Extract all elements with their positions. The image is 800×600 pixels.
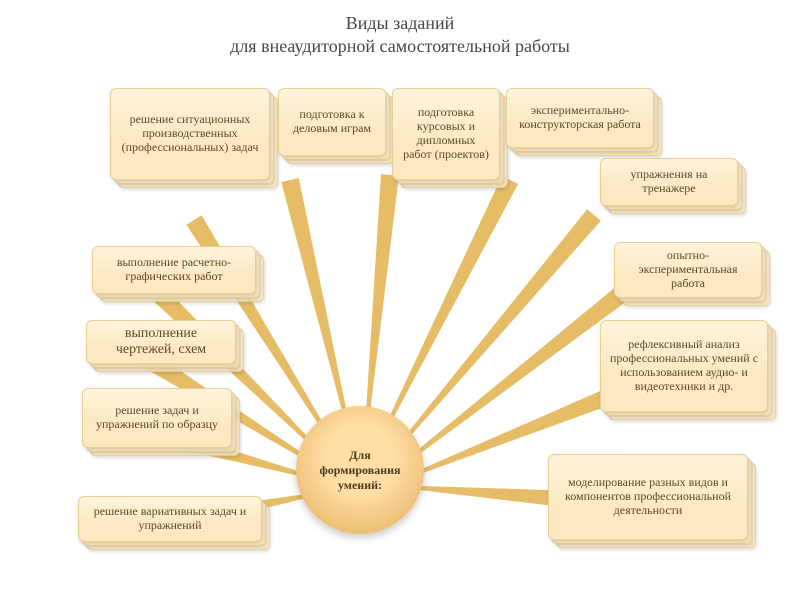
node-label: выполнение чертежей, схем [95, 326, 227, 358]
connector-arrow [366, 174, 399, 412]
n-coursework: подготовка курсовых и дипломных работ (п… [392, 88, 500, 180]
n-drawings: выполнение чертежей, схем [86, 320, 236, 364]
n-variative: решение вариативных задач и упражнений [78, 496, 262, 542]
node-label: подготовка курсовых и дипломных работ (п… [401, 106, 491, 161]
node-label: подготовка к деловым играм [287, 108, 377, 136]
n-situational: решение ситуационных производственных (п… [110, 88, 270, 180]
page-title: Виды заданий для внеаудиторной самостоят… [230, 12, 570, 57]
node-label: упражнения на тренажере [609, 168, 729, 196]
n-modelling: моделирование разных видов и компонентов… [548, 454, 748, 540]
node-label: решение вариативных задач и упражнений [87, 505, 253, 533]
n-reflexive: рефлексивный анализ профессиональных уме… [600, 320, 768, 412]
node-label: решение ситуационных производственных (п… [119, 113, 261, 154]
central-hub: Для формирования умений: [296, 406, 424, 534]
title-line-1: Виды заданий [230, 12, 570, 35]
node-label: экспериментально-конструкторская работа [515, 104, 645, 132]
node-label: решение задач и упражнений по образцу [91, 404, 223, 432]
hub-label-2: формирования [319, 463, 400, 478]
node-label: опытно-экспериментальная работа [623, 249, 753, 290]
hub-label-3: умений: [319, 478, 400, 493]
hub-label-1: Для [319, 448, 400, 463]
n-sample-tasks: решение задач и упражнений по образцу [82, 388, 232, 448]
node-label: выполнение расчетно-графических работ [101, 256, 247, 284]
connector-arrow [281, 178, 348, 419]
connector-arrow [415, 288, 626, 456]
n-business-games: подготовка к деловым играм [278, 88, 386, 156]
n-graphics: выполнение расчетно-графических работ [92, 246, 256, 294]
n-simulator: упражнения на тренажере [600, 158, 738, 206]
node-label: моделирование разных видов и компонентов… [557, 476, 739, 517]
n-experimental-work: опытно-экспериментальная работа [614, 242, 762, 298]
connector-arrow [388, 176, 518, 421]
node-label: рефлексивный анализ профессиональных уме… [609, 338, 759, 393]
connector-arrow [404, 209, 600, 439]
title-line-2: для внеаудиторной самостоятельной работы [230, 35, 570, 58]
n-experimental-design: экспериментально-конструкторская работа [506, 88, 654, 148]
